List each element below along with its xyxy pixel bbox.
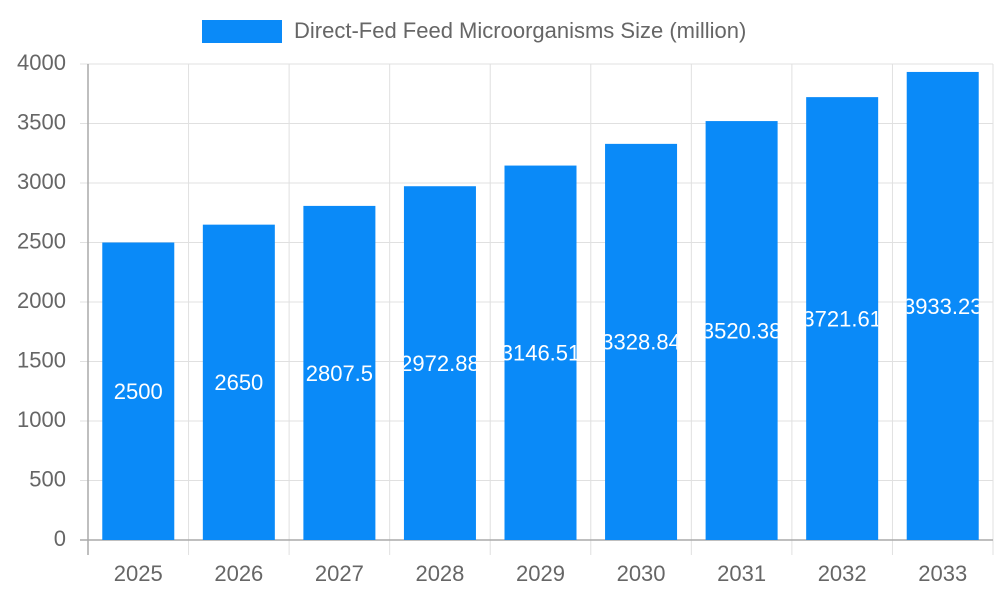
value-label: 2807.5: [306, 361, 373, 386]
value-label: 3146.51: [501, 341, 581, 366]
y-tick-label: 3000: [17, 169, 66, 194]
x-tick-label: 2029: [516, 561, 565, 586]
y-tick-label: 4000: [17, 50, 66, 75]
y-tick-label: 2500: [17, 228, 66, 253]
x-tick-label: 2026: [214, 561, 263, 586]
x-tick-label: 2030: [617, 561, 666, 586]
value-label: 3933.23: [903, 294, 983, 319]
legend-swatch: [202, 20, 282, 43]
y-tick-label: 1000: [17, 407, 66, 432]
bar: [102, 242, 175, 540]
value-label: 2972.88: [400, 351, 480, 376]
value-label: 2500: [114, 379, 163, 404]
y-tick-label: 0: [54, 526, 66, 551]
value-label: 2650: [214, 370, 263, 395]
y-tick-label: 3500: [17, 109, 66, 134]
bar: [806, 97, 879, 540]
value-label: 3520.38: [702, 318, 782, 343]
value-label: 3328.84: [601, 330, 681, 355]
x-tick-label: 2025: [114, 561, 163, 586]
y-tick-label: 1500: [17, 347, 66, 372]
bar: [605, 143, 678, 540]
value-label: 3721.61: [802, 306, 882, 331]
bar: [403, 186, 476, 540]
x-tick-label: 2027: [315, 561, 364, 586]
y-tick-label: 2000: [17, 288, 66, 313]
x-tick-label: 2033: [918, 561, 967, 586]
legend-label: Direct-Fed Feed Microorganisms Size (mil…: [294, 18, 746, 43]
x-tick-label: 2028: [415, 561, 464, 586]
x-tick-label: 2031: [717, 561, 766, 586]
x-tick-label: 2032: [818, 561, 867, 586]
y-tick-label: 500: [29, 466, 66, 491]
bar: [202, 224, 275, 540]
bar: [906, 71, 979, 541]
bar: [303, 205, 376, 540]
bar: [504, 165, 577, 540]
bar: [705, 121, 778, 541]
